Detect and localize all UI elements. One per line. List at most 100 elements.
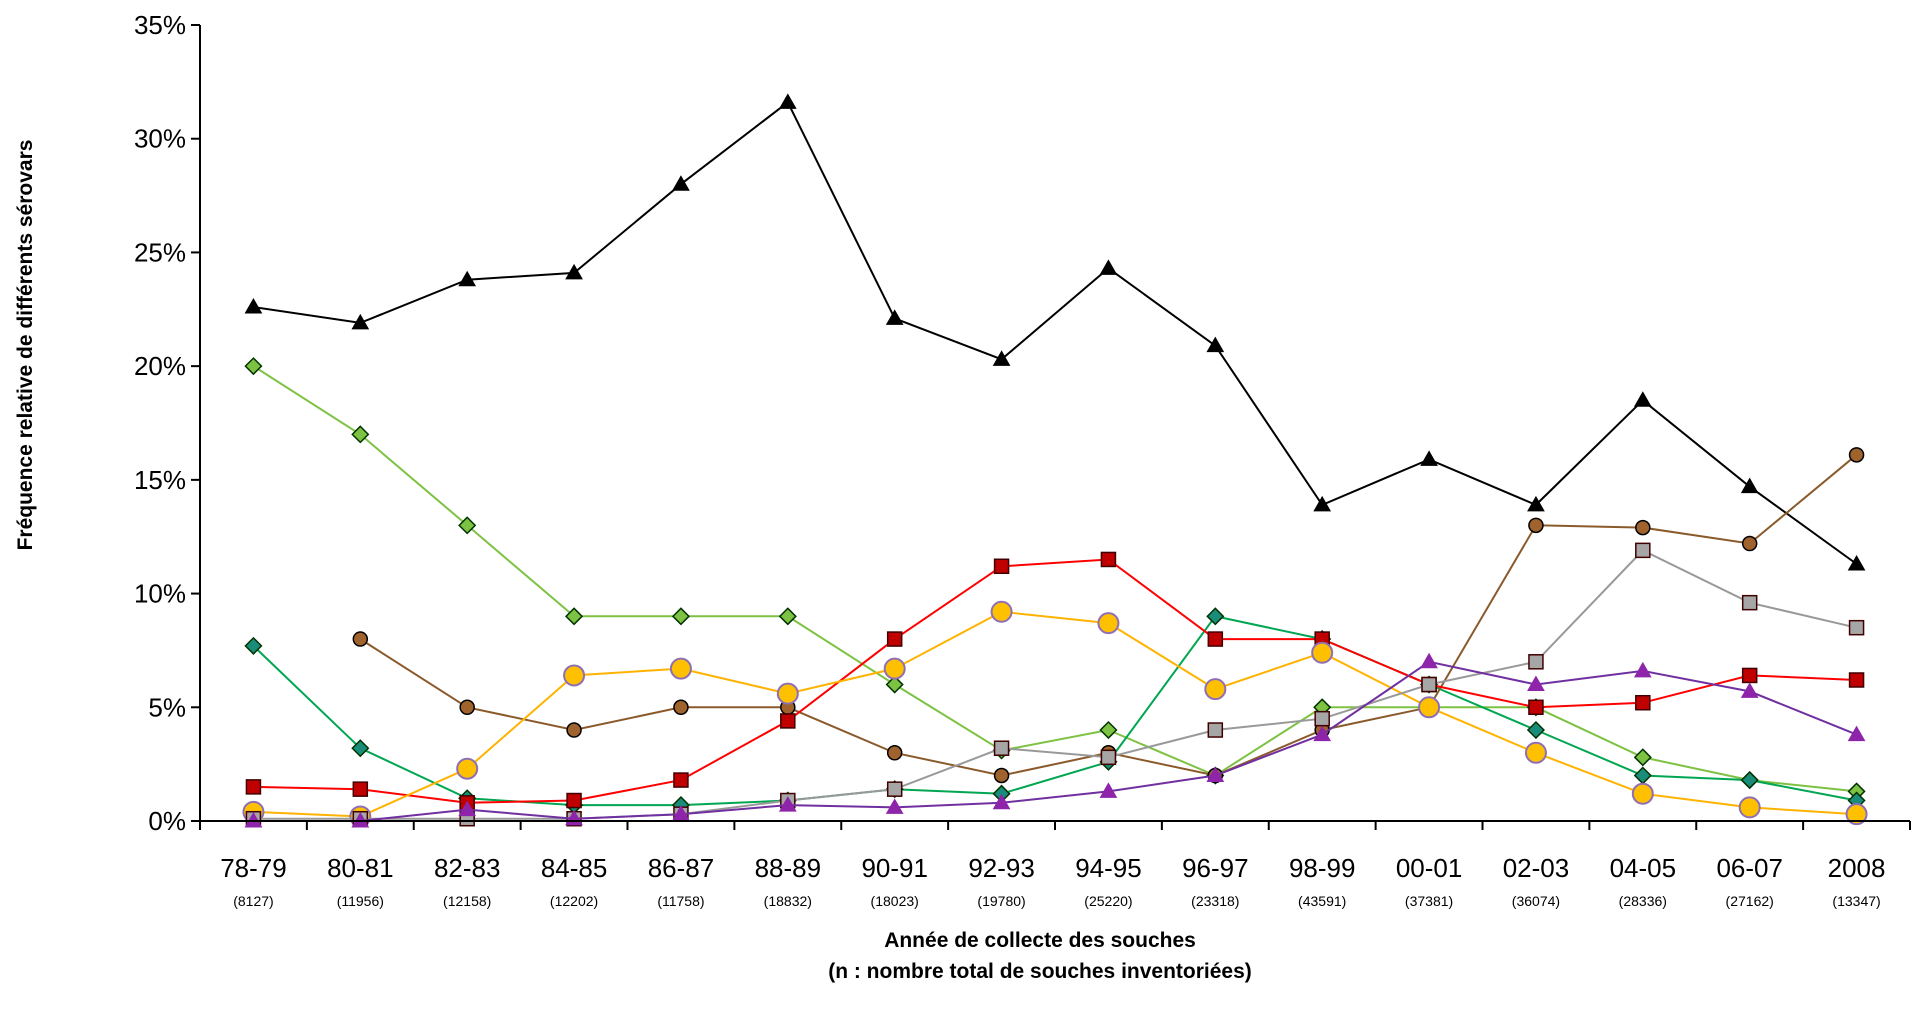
data-point [1311, 641, 1334, 664]
x-tick-label: 88-89 [755, 853, 822, 883]
x-tick-label: 2008 [1828, 853, 1886, 883]
data-point [1099, 720, 1118, 740]
x-count-label: (18023) [871, 893, 919, 909]
data-point [1100, 749, 1117, 766]
data-point [1206, 766, 1225, 783]
data-point [1418, 696, 1441, 719]
series-line [252, 615, 1857, 807]
y-axis-ticks: 0% 5% 10% 15% 20% 25% 30% 35% [134, 10, 200, 836]
series-5 [245, 551, 1865, 811]
y-tick-label: 0% [148, 806, 186, 836]
data-point [1633, 661, 1652, 678]
data-point [883, 657, 906, 680]
y-tick-label: 20% [134, 351, 186, 381]
data-point [458, 270, 477, 287]
data-point [1845, 803, 1868, 826]
data-point [566, 722, 582, 738]
data-point [672, 175, 690, 191]
data-point [459, 699, 475, 716]
data-point [993, 740, 1010, 756]
data-point [566, 792, 582, 809]
x-tick-label: 04-05 [1610, 853, 1677, 883]
x-count-label: (11758) [657, 893, 704, 909]
series-1 [244, 93, 1866, 571]
x-tick-label: 02-03 [1503, 853, 1570, 883]
data-point [1524, 741, 1547, 764]
x-count-label: (37381) [1405, 893, 1453, 909]
data-point [1848, 619, 1865, 636]
data-point [990, 600, 1013, 623]
x-axis-subtitle: (n : nombre total de souches inventoriée… [828, 960, 1252, 983]
data-point [1100, 551, 1117, 568]
data-point [993, 767, 1010, 784]
data-point [1527, 495, 1545, 512]
x-tick-label: 00-01 [1396, 853, 1463, 883]
data-point [992, 793, 1011, 810]
data-point [1099, 259, 1118, 275]
x-count-label: (18832) [764, 893, 812, 909]
data-point [885, 675, 904, 694]
data-point [993, 558, 1010, 575]
data-point [351, 739, 370, 758]
data-point [673, 772, 689, 788]
data-point [1528, 654, 1544, 670]
data-point [1847, 554, 1866, 571]
y-tick-label: 35% [134, 10, 186, 40]
data-point [458, 516, 477, 535]
x-count-label: (12158) [443, 893, 491, 909]
data-point [244, 636, 263, 655]
data-point [1848, 447, 1865, 463]
data-point [886, 745, 903, 761]
data-point [1526, 720, 1545, 740]
data-point [1099, 782, 1118, 798]
series-2 [244, 357, 1866, 801]
x-tick-label: 78-79 [220, 853, 287, 883]
x-count-label: (43591) [1298, 893, 1346, 909]
x-axis-ticks: 78-79 (8127) 80-81 (11956) 82-83 (12158) 84-85… [199, 821, 1911, 909]
data-point [1741, 667, 1758, 684]
series-line [253, 610, 1857, 818]
x-tick-label: 94-95 [1075, 853, 1142, 883]
data-point [886, 781, 903, 797]
data-point [1528, 517, 1544, 534]
data-point [244, 298, 263, 314]
x-tick-label: 84-85 [541, 853, 608, 883]
y-tick-label: 10% [134, 579, 186, 609]
y-tick-label: 30% [134, 124, 186, 154]
data-point [1314, 710, 1330, 727]
data-point [1420, 450, 1438, 466]
data-point [885, 309, 904, 325]
x-count-label: (19780) [977, 893, 1025, 909]
x-count-label: (36074) [1512, 893, 1560, 909]
y-axis-title: Fréquence relative de différents sérovar… [14, 140, 37, 551]
data-point [351, 425, 370, 444]
data-point [778, 607, 797, 626]
data-point [1741, 594, 1758, 611]
data-point [244, 357, 263, 376]
data-point [1207, 722, 1224, 738]
x-tick-label: 06-07 [1716, 853, 1783, 883]
x-count-label: (12202) [550, 893, 598, 909]
data-point [456, 757, 479, 780]
series-line [253, 100, 1858, 565]
data-point [1528, 699, 1544, 716]
data-point [458, 800, 477, 817]
series-6 [242, 600, 1868, 828]
data-point [1740, 682, 1759, 698]
x-count-label: (11956) [337, 893, 384, 909]
data-point [1847, 725, 1866, 742]
data-point [1633, 766, 1652, 785]
data-point [565, 607, 584, 626]
x-tick-label: 96-97 [1182, 853, 1249, 883]
data-point [351, 313, 370, 330]
data-point [245, 779, 262, 795]
data-point [1097, 612, 1120, 635]
x-tick-label: 90-91 [861, 853, 928, 883]
x-tick-label: 82-83 [434, 853, 501, 883]
series-line [253, 558, 1857, 804]
series-line [253, 660, 1857, 822]
data-point [1738, 796, 1761, 819]
data-point [886, 631, 903, 647]
x-count-label: (27162) [1726, 893, 1774, 909]
